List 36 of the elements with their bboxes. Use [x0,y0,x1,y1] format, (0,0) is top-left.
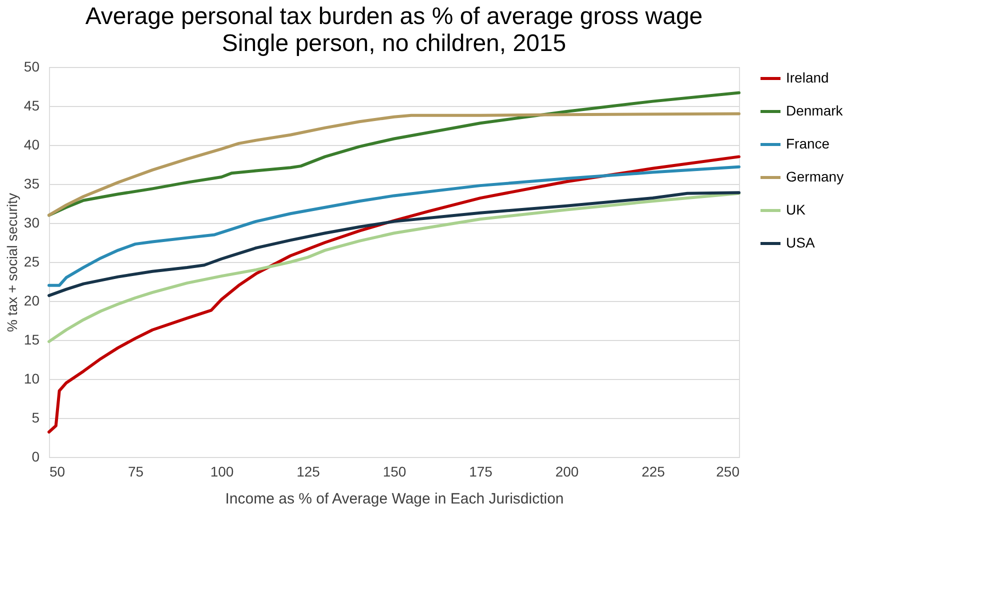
x-tick-label: 200 [555,464,579,480]
x-tick-label: 175 [469,464,493,480]
y-tick-label: 20 [24,292,40,308]
legend-label: USA [786,234,816,250]
y-tick-label: 0 [32,448,40,464]
line-series [48,191,740,298]
x-tick-label: 225 [642,464,666,480]
x-tick-label: 75 [128,464,144,480]
line-series [48,91,740,217]
legend-label: France [786,136,830,152]
x-tick-label: 125 [296,464,320,480]
x-tick-label: 250 [716,464,740,480]
y-tick-label: 5 [32,410,40,426]
x-tick-label: 100 [210,464,234,480]
x-axis-title: Income as % of Average Wage in Each Jurisdiction [225,490,564,508]
line-series [48,112,740,217]
chart-subtitle: Single person, no children, 2015 [222,30,566,57]
y-tick-label: 10 [24,370,40,386]
y-axis-title: % tax + social security [4,193,20,332]
legend-label: Germany [786,168,844,184]
y-tick-label: 50 [24,58,40,74]
y-tick-label: 40 [24,136,40,152]
line-series [48,155,740,434]
x-tick-label: 150 [382,464,406,480]
chart-title: Average personal tax burden as % of average gross wage [85,3,703,30]
line-series [48,165,740,287]
y-tick-label: 30 [24,214,40,230]
y-tick-label: 35 [24,176,40,192]
y-tick-label: 15 [24,332,40,348]
x-tick-label: 50 [50,464,66,480]
legend-label: Denmark [786,102,844,118]
line-series [48,192,740,344]
legend-label: Ireland [786,70,829,86]
y-tick-label: 45 [24,98,40,114]
y-tick-label: 25 [24,254,40,270]
legend-label: UK [786,202,806,218]
